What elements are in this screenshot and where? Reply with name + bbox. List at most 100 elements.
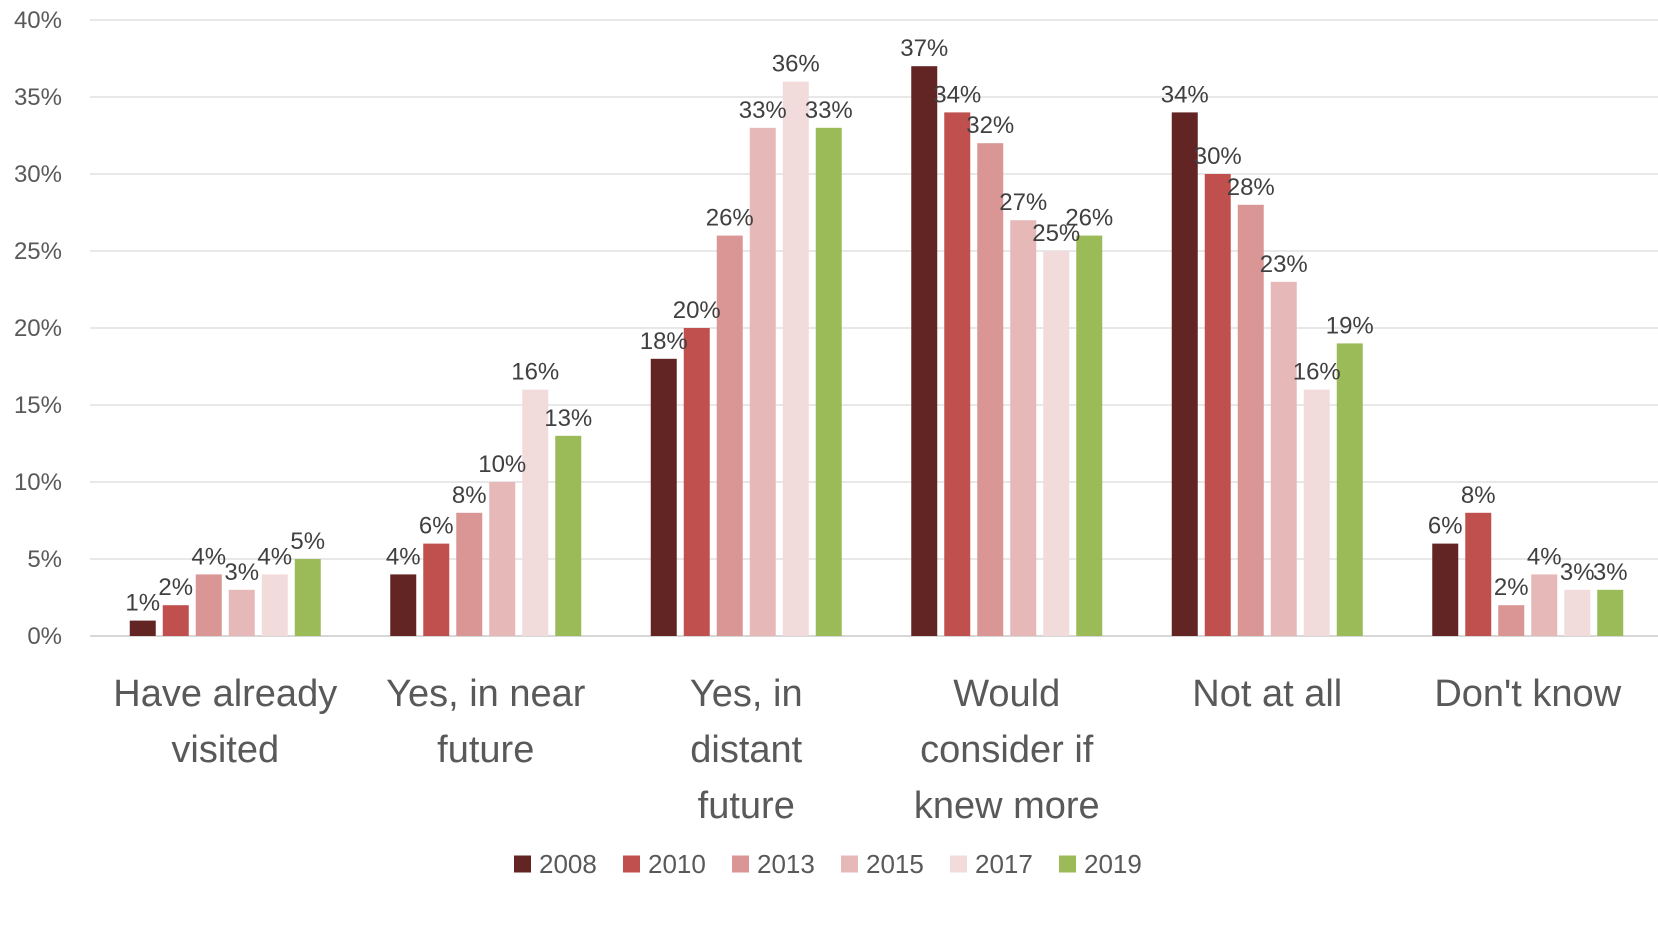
bar-2017 bbox=[1043, 251, 1070, 636]
category-label: Would consider if knew more bbox=[914, 673, 1100, 827]
data-label: 3% bbox=[224, 559, 259, 586]
bar-2017 bbox=[522, 389, 549, 636]
bar-2013 bbox=[716, 235, 743, 636]
legend-swatch bbox=[950, 855, 967, 873]
bar-2013 bbox=[1498, 605, 1525, 636]
data-label: 27% bbox=[999, 189, 1047, 216]
bar-2010 bbox=[162, 605, 189, 636]
data-label: 28% bbox=[1227, 174, 1275, 201]
legend-swatch bbox=[514, 855, 531, 873]
data-label: 19% bbox=[1326, 312, 1374, 339]
data-label: 16% bbox=[511, 359, 559, 386]
data-label: 1% bbox=[125, 590, 160, 617]
bar-2010 bbox=[1204, 174, 1231, 636]
data-label: 34% bbox=[933, 81, 981, 108]
bar-2015 bbox=[1010, 220, 1037, 636]
bar-2013 bbox=[1237, 204, 1264, 637]
bar-2008 bbox=[1171, 112, 1198, 636]
data-label: 25% bbox=[1032, 220, 1080, 247]
data-label: 16% bbox=[1293, 359, 1341, 386]
category-label: Not at all bbox=[1192, 673, 1342, 715]
data-label: 34% bbox=[1161, 81, 1209, 108]
y-tick-label: 5% bbox=[27, 546, 62, 573]
y-tick-label: 40% bbox=[14, 7, 62, 34]
data-label: 10% bbox=[478, 451, 526, 478]
legend: 2008 2010 2013 2015 2017 2019 bbox=[514, 849, 1142, 879]
data-label: 37% bbox=[900, 35, 948, 62]
gridlines bbox=[90, 19, 1658, 637]
bar-2015 bbox=[489, 482, 516, 636]
legend-label: 2019 bbox=[1084, 849, 1142, 879]
data-label: 30% bbox=[1194, 143, 1242, 170]
bars bbox=[129, 66, 1624, 637]
bar-2017 bbox=[782, 81, 809, 637]
data-label: 4% bbox=[257, 543, 292, 570]
data-label: 8% bbox=[1461, 482, 1496, 509]
data-label: 3% bbox=[1593, 559, 1628, 586]
data-label: 2% bbox=[1494, 574, 1529, 601]
bar-2008 bbox=[1432, 543, 1459, 636]
legend-swatch bbox=[841, 855, 858, 873]
bar-2017 bbox=[261, 574, 288, 636]
data-label: 33% bbox=[739, 97, 787, 124]
data-label: 26% bbox=[1065, 205, 1113, 232]
data-label: 6% bbox=[1428, 513, 1463, 540]
y-tick-label: 30% bbox=[14, 161, 62, 188]
data-label: 36% bbox=[772, 51, 820, 78]
bar-2017 bbox=[1564, 589, 1591, 636]
bar-2008 bbox=[650, 358, 677, 636]
y-tick-label: 35% bbox=[14, 84, 62, 111]
data-label: 32% bbox=[966, 112, 1014, 139]
bar-2013 bbox=[977, 143, 1004, 636]
bar-2013 bbox=[195, 574, 222, 636]
y-axis: 0% 5% 10% 15% 20% 25% 30% 35% 40% bbox=[14, 7, 62, 650]
bar-2008 bbox=[129, 620, 156, 636]
legend-label: 2008 bbox=[539, 849, 597, 879]
bar-2010 bbox=[683, 328, 710, 636]
bar-2015 bbox=[1531, 574, 1558, 636]
bar-2008 bbox=[911, 66, 938, 636]
category-label: Have already visited bbox=[113, 673, 337, 771]
bar-2008 bbox=[390, 574, 417, 636]
legend-swatch bbox=[732, 855, 749, 873]
legend-label: 2017 bbox=[975, 849, 1033, 879]
category-label: Don't know bbox=[1434, 673, 1621, 715]
data-label: 5% bbox=[290, 528, 325, 555]
data-label: 23% bbox=[1260, 251, 1308, 278]
legend-swatch bbox=[1059, 855, 1076, 873]
data-label: 33% bbox=[805, 97, 853, 124]
y-tick-label: 10% bbox=[14, 469, 62, 496]
bar-2015 bbox=[1270, 281, 1297, 636]
data-label: 2% bbox=[158, 574, 193, 601]
category-label: Yes, in distant future bbox=[690, 673, 803, 827]
legend-swatch bbox=[623, 855, 640, 873]
bar-2019 bbox=[1336, 343, 1363, 636]
bar-2015 bbox=[749, 127, 776, 637]
bar-2010 bbox=[423, 543, 450, 636]
category-label: Yes, in near future bbox=[386, 673, 586, 771]
data-label: 26% bbox=[706, 205, 754, 232]
legend-label: 2013 bbox=[757, 849, 815, 879]
data-label: 18% bbox=[640, 328, 688, 355]
data-label: 13% bbox=[544, 405, 592, 432]
data-label: 8% bbox=[452, 482, 487, 509]
data-label: 20% bbox=[673, 297, 721, 324]
bar-2019 bbox=[815, 127, 842, 637]
bar-2019 bbox=[555, 435, 582, 636]
bar-2013 bbox=[456, 512, 483, 636]
legend-label: 2010 bbox=[648, 849, 706, 879]
bar-2010 bbox=[944, 112, 971, 636]
y-tick-label: 25% bbox=[14, 238, 62, 265]
legend-label: 2015 bbox=[866, 849, 924, 879]
bar-2019 bbox=[294, 559, 321, 636]
bar-2017 bbox=[1303, 389, 1330, 636]
data-label: 4% bbox=[1527, 543, 1562, 570]
bar-2019 bbox=[1076, 235, 1103, 636]
data-label: 4% bbox=[191, 543, 226, 570]
y-tick-label: 15% bbox=[14, 392, 62, 419]
data-labels: 1%2%4%3%4%5%4%6%8%10%16%13%18%20%26%33%3… bbox=[125, 35, 1627, 616]
data-label: 4% bbox=[386, 543, 421, 570]
bar-2019 bbox=[1597, 589, 1624, 636]
y-tick-label: 20% bbox=[14, 315, 62, 342]
